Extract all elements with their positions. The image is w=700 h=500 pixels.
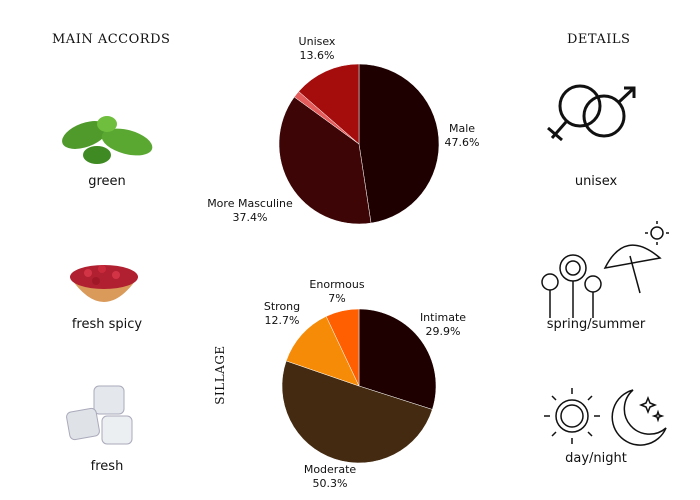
pie-slice-strong bbox=[285, 316, 360, 387]
slice-label-enormous: Enormous 7% bbox=[309, 278, 365, 305]
pie-slice-male bbox=[358, 63, 440, 224]
pie-slice-enormous bbox=[325, 308, 360, 387]
details-title: DETAILS bbox=[567, 32, 631, 47]
slice-label-male: Male 47.6% bbox=[444, 122, 480, 149]
pie-slice-intimate bbox=[358, 308, 437, 410]
slice-label-intimate: Intimate 29.9% bbox=[419, 311, 467, 338]
slice-label-more-masculine: More Masculine 37.4% bbox=[207, 197, 293, 224]
accord-label: fresh spicy bbox=[71, 317, 143, 332]
detail-label: spring/summer bbox=[546, 317, 646, 332]
pink-pepper-bowl-icon bbox=[70, 265, 138, 302]
slice-label-moderate: Moderate 50.3% bbox=[303, 463, 357, 490]
pie-slice-unisex bbox=[298, 63, 360, 145]
slice-label-strong: Strong 12.7% bbox=[263, 300, 301, 327]
detail-label: unisex bbox=[574, 174, 618, 189]
accord-label: fresh bbox=[90, 459, 124, 474]
sun-moon-icon bbox=[544, 388, 667, 446]
gender-symbols-icon bbox=[547, 84, 636, 142]
main-accords-title: MAIN ACCORDS bbox=[52, 32, 171, 47]
slice-label-unisex: Unisex 13.6% bbox=[298, 35, 336, 62]
pie-slice-more-masculine bbox=[278, 96, 372, 225]
flowers-umbrella-sun-icon bbox=[541, 221, 669, 318]
accord-label: green bbox=[88, 174, 126, 189]
basil-leaves-icon bbox=[62, 116, 153, 164]
pie-slice-moderate bbox=[281, 360, 433, 464]
sillage-title: SILLAGE bbox=[213, 345, 227, 405]
ice-cubes-icon bbox=[66, 385, 133, 445]
detail-label: day/night bbox=[565, 451, 627, 466]
